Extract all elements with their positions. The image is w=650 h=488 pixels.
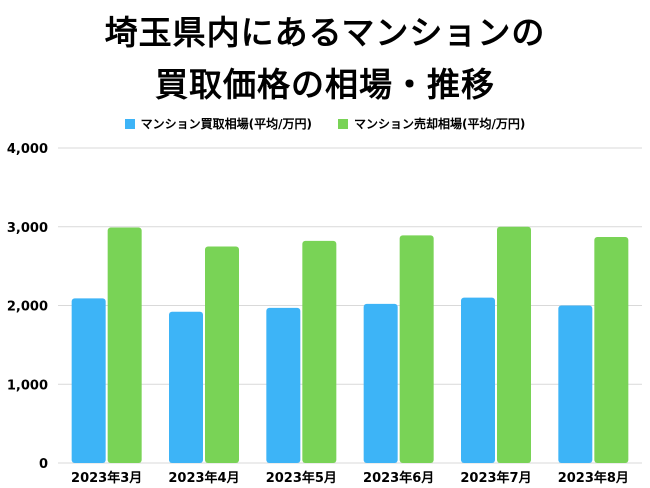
- bar-sale: [302, 240, 337, 463]
- y-axis-ticks: 0 1,000 2,000 3,000 4,000: [7, 142, 48, 472]
- x-tick-label: 2023年8月: [558, 470, 629, 486]
- chart-legend: マンション買取相場(平均/万円) マンション売却相場(平均/万円): [0, 116, 650, 132]
- y-tick-label: 3,000: [7, 221, 48, 236]
- legend-item-purchase: マンション買取相場(平均/万円): [124, 116, 312, 132]
- bar-purchase: [461, 297, 495, 463]
- legend-item-sale: マンション売却相場(平均/万円): [338, 116, 525, 132]
- x-tick-label: 2023年6月: [363, 470, 434, 486]
- bar-sale: [497, 226, 531, 463]
- y-tick-label: 2,000: [7, 300, 48, 315]
- legend-swatch-purchase: [124, 119, 135, 129]
- bar-purchase: [558, 305, 593, 463]
- bar-purchase: [71, 298, 106, 463]
- y-tick-label: 4,000: [7, 142, 48, 157]
- chart-title-line-1: 埼玉県内にあるマンションの: [104, 13, 546, 52]
- bar-sale: [594, 236, 629, 463]
- x-tick-label: 2023年5月: [266, 470, 337, 486]
- bar-purchase: [169, 311, 203, 463]
- x-tick-label: 2023年3月: [71, 470, 142, 486]
- x-tick-label: 2023年4月: [168, 470, 239, 486]
- y-tick-label: 0: [39, 457, 48, 472]
- y-tick-label: 1,000: [7, 378, 48, 393]
- legend-swatch-sale: [338, 119, 348, 129]
- bar-sale: [107, 227, 142, 463]
- bar-purchase: [266, 307, 301, 463]
- grid-lines: [58, 147, 642, 464]
- x-axis-ticks: 2023年3月 2023年4月 2023年5月 2023年6月 2023年7月 2023年…: [71, 470, 629, 486]
- legend-label-sale: マンション売却相場(平均/万円): [354, 117, 526, 131]
- chart-title-line-2: 買取価格の相場・推移: [155, 65, 495, 104]
- legend-label-purchase: マンション買取相場(平均/万円): [140, 117, 312, 131]
- x-tick-label: 2023年7月: [460, 470, 531, 486]
- bar-sale: [399, 235, 434, 463]
- bars: [71, 226, 629, 463]
- bar-sale: [205, 246, 239, 463]
- bar-purchase: [363, 303, 398, 463]
